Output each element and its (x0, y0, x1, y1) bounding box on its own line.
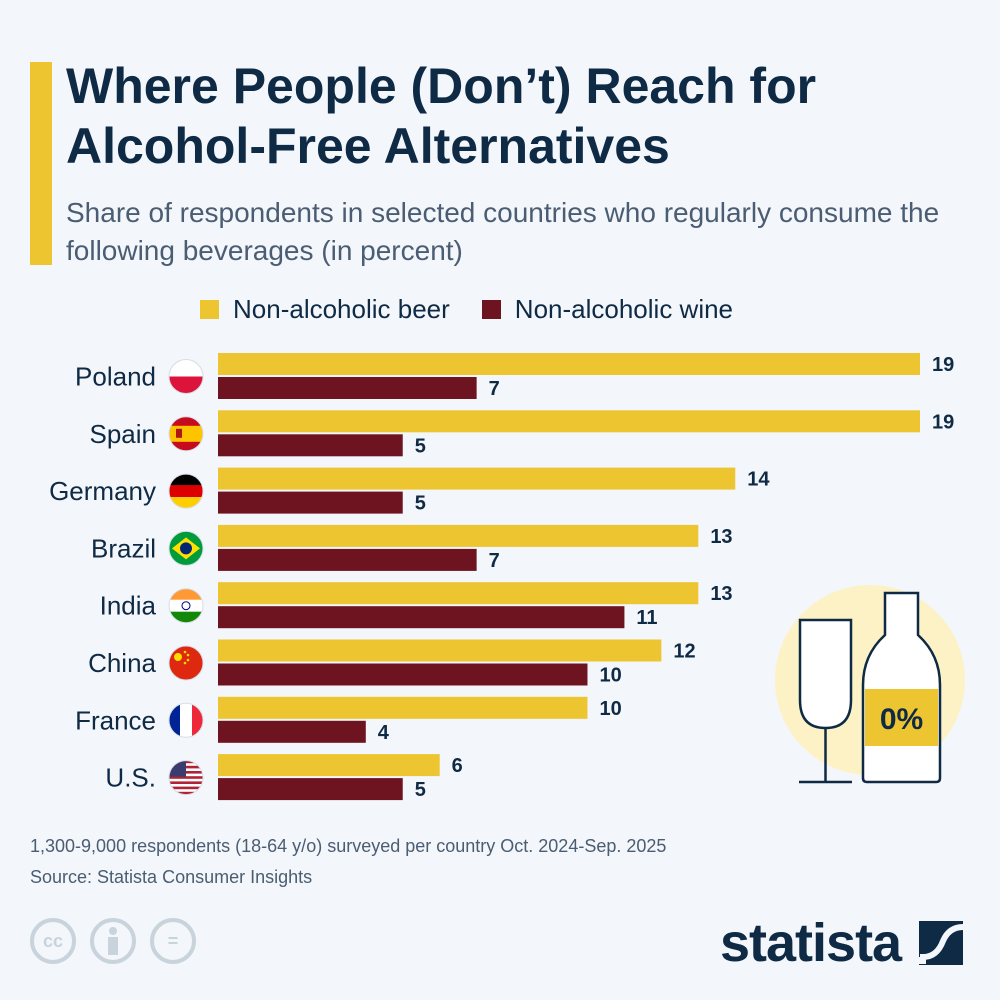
category-label: Brazil (91, 533, 156, 563)
cc-icon[interactable]: cc (30, 918, 76, 964)
survey-note: 1,300-9,000 respondents (18-64 y/o) surv… (30, 836, 667, 856)
data-label: 7 (489, 550, 500, 572)
row-india: India 13 11 (100, 582, 733, 629)
data-label: 4 (378, 722, 390, 744)
legend: Non-alcoholic beer Non-alcoholic wine (200, 294, 765, 325)
statista-logo[interactable]: statista (720, 912, 964, 974)
bottle-icon: 0% (861, 591, 942, 784)
flag-spain-icon (169, 416, 203, 451)
data-label: 13 (710, 583, 732, 605)
chart-title: Where People (Don’t) Reach for Alcohol-F… (66, 58, 817, 174)
zero-percent-label: 0% (880, 703, 923, 736)
legend-label-beer: Non-alcoholic beer (233, 294, 450, 324)
row-germany: Germany 14 5 (49, 467, 770, 515)
category-label: Spain (90, 419, 157, 449)
bar-wine (218, 720, 366, 743)
cc-text: cc (42, 930, 64, 951)
wine-glass-icon (798, 618, 853, 784)
row-china: China 12 10 (88, 639, 696, 687)
data-label: 5 (415, 493, 426, 515)
bar-wine (218, 778, 403, 801)
flag-brazil-icon (169, 531, 203, 566)
bar-beer (218, 582, 699, 605)
chart-subtitle: Share of respondents in selected countri… (66, 197, 940, 266)
category-label: U.S. (105, 763, 156, 793)
category-label: Germany (49, 476, 156, 506)
data-label: 13 (710, 526, 732, 548)
bottle-label (865, 689, 938, 746)
flag-germany-icon (169, 474, 203, 509)
bar-beer (218, 639, 662, 662)
source-note: Source: Statista Consumer Insights (30, 867, 313, 887)
data-label: 14 (747, 469, 770, 491)
legend-item-beer: Non-alcoholic beer (200, 294, 450, 325)
category-label: India (100, 591, 157, 621)
flag-us-icon (169, 760, 203, 795)
flag-france-icon (169, 703, 203, 738)
no-derivatives-icon[interactable]: = (150, 918, 196, 964)
bar-wine (218, 377, 477, 399)
legend-swatch-beer (200, 300, 219, 319)
brand-text: statista (720, 913, 902, 973)
row-poland: Poland 19 7 (75, 353, 954, 400)
row-france: France 10 4 (75, 696, 622, 744)
bar-wine (218, 491, 403, 514)
data-label: 5 (415, 779, 426, 801)
data-label: 10 (599, 698, 621, 720)
bar-beer (218, 696, 588, 719)
row-brazil: Brazil 13 7 (91, 524, 733, 572)
bar-beer (218, 353, 920, 375)
bar-wine (218, 434, 403, 457)
flag-china-icon (169, 646, 203, 680)
category-label: Poland (75, 362, 156, 392)
category-label: France (75, 705, 156, 735)
flag-poland-icon (169, 359, 203, 394)
legend-swatch-wine (481, 300, 501, 319)
title-accent-bar (30, 62, 52, 265)
category-label: China (88, 648, 156, 678)
data-label: 19 (932, 354, 954, 376)
legend-label-wine: Non-alcoholic wine (514, 294, 734, 324)
row-us: U.S. 6 5 (105, 754, 463, 801)
bar-wine (218, 606, 625, 629)
data-label: 12 (673, 641, 695, 663)
data-label: 11 (636, 607, 657, 629)
flag-india-icon (169, 588, 203, 623)
bar-beer (218, 467, 736, 490)
bar-beer (218, 410, 920, 433)
person-icon (108, 927, 118, 955)
bar-wine (218, 548, 477, 571)
data-label: 7 (489, 378, 500, 400)
bar-beer (218, 524, 699, 547)
nd-text: = (167, 930, 179, 951)
data-label: 19 (932, 411, 954, 433)
statista-logo-mark-icon (916, 921, 964, 965)
bar-wine (218, 663, 588, 686)
legend-item-wine: Non-alcoholic wine (481, 294, 734, 325)
attribution-icon[interactable] (90, 918, 136, 964)
data-label: 6 (452, 755, 463, 777)
data-label: 10 (599, 665, 621, 687)
illustration: 0% (775, 585, 965, 784)
row-spain: Spain 19 5 (90, 410, 954, 457)
bar-beer (218, 754, 440, 777)
data-label: 5 (415, 435, 426, 457)
